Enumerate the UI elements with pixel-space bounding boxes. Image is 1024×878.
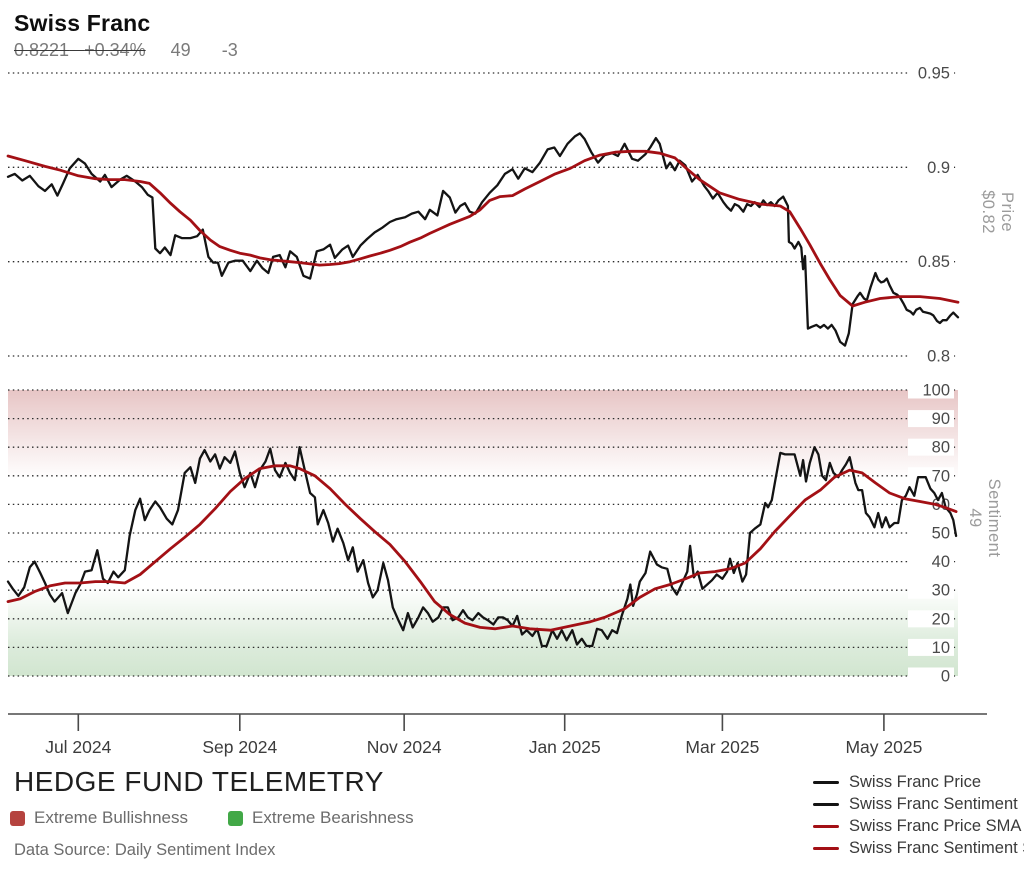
band-legend-item: Extreme Bullishness bbox=[10, 808, 188, 828]
series-legend-label: Swiss Franc Price bbox=[849, 772, 982, 791]
y-tick-mask bbox=[908, 610, 954, 628]
y-tick-mask bbox=[908, 347, 954, 365]
data-series bbox=[6, 132, 960, 648]
brand-title: HEDGE FUND TELEMETRY bbox=[14, 766, 384, 797]
swiss-franc-price-line bbox=[6, 132, 960, 347]
y-tick-mask bbox=[908, 64, 954, 82]
series-legend-row: Swiss Franc Sentiment SMA bbox=[813, 837, 1024, 859]
y-tick-mask bbox=[908, 253, 954, 271]
y-tick-mask bbox=[908, 381, 954, 399]
series-legend-row: Swiss Franc Sentiment bbox=[813, 793, 1024, 815]
data-source-note: Data Source: Daily Sentiment Index bbox=[14, 841, 276, 859]
page-title: Swiss Franc bbox=[14, 10, 151, 36]
y-tick-label: 100 bbox=[922, 382, 950, 400]
y-tick-mask bbox=[908, 438, 954, 456]
legend-square-icon bbox=[228, 810, 244, 826]
band-legend-label: Extreme Bearishness bbox=[252, 808, 414, 827]
legend-square-icon bbox=[10, 810, 25, 826]
y-tick-label: 20 bbox=[932, 610, 950, 628]
series-legend-label: Swiss Franc Price SMA bbox=[849, 816, 1022, 835]
series-legend-label: Swiss Franc Sentiment SMA bbox=[849, 838, 1024, 857]
y-tick-label: 30 bbox=[932, 582, 950, 600]
x-tick-label: Jan 2025 bbox=[529, 737, 601, 757]
band-legend: Extreme Bullishness Extreme Bearishness bbox=[10, 808, 414, 828]
y-tick-label: 40 bbox=[932, 553, 950, 571]
y-tick-mask bbox=[908, 158, 954, 176]
chart-header: Swiss Franc 0.8221 +0.34% 49 -3 bbox=[14, 10, 238, 61]
y-tick-label: 0.85 bbox=[918, 253, 950, 271]
price-axis-side-label: Price$0.82 bbox=[979, 190, 1016, 234]
y-tick-mask bbox=[908, 638, 954, 656]
y-tick-mask bbox=[908, 667, 954, 685]
y-tick-label: 80 bbox=[932, 439, 950, 457]
y-tick-label: 90 bbox=[932, 410, 950, 428]
band-bullish bbox=[8, 390, 958, 479]
y-tick-mask bbox=[908, 467, 954, 485]
series-legend-label: Swiss Franc Sentiment bbox=[849, 794, 1018, 813]
sentiment-bands bbox=[8, 390, 958, 676]
x-tick-label: Nov 2024 bbox=[367, 737, 442, 757]
series-legend-row: Swiss Franc Price SMA bbox=[813, 815, 1024, 837]
y-tick-label: 0.9 bbox=[927, 159, 950, 177]
price-value: 0.8221 bbox=[14, 40, 70, 60]
x-tick-label: Sep 2024 bbox=[202, 737, 277, 757]
y-tick-label: 70 bbox=[932, 467, 950, 485]
series-legend: Swiss Franc Price Swiss Franc Sentiment Sw… bbox=[813, 771, 1024, 859]
swiss-franc-price-sma-line bbox=[6, 149, 960, 308]
band-legend-item: Extreme Bearishness bbox=[228, 808, 414, 828]
swiss-franc-sentiment-sma-line bbox=[6, 464, 958, 632]
band-legend-label: Extreme Bullishness bbox=[34, 808, 189, 827]
swiss-franc-sentiment-line bbox=[6, 446, 958, 648]
legend-line-icon bbox=[813, 846, 839, 850]
y-tick-mask bbox=[908, 410, 954, 428]
sentiment-change: -3 bbox=[221, 40, 238, 60]
ticker-line: 0.8221 +0.34% 49 -3 bbox=[14, 40, 238, 61]
y-tick-label: 10 bbox=[932, 639, 950, 657]
legend-line-icon bbox=[813, 802, 839, 806]
struck-values: 0.8221 +0.34% bbox=[14, 40, 146, 60]
x-tick-label: Mar 2025 bbox=[685, 737, 759, 757]
x-tick-label: Jul 2024 bbox=[45, 737, 111, 757]
legend-line-icon bbox=[813, 780, 839, 784]
y-tick-label: 0.95 bbox=[918, 65, 950, 83]
x-axis-ticks: Jul 2024 Sep 2024 Nov 2024 Jan 2025 Mar 2025… bbox=[45, 714, 922, 757]
y-tick-mask bbox=[908, 553, 954, 571]
sentiment-axis-side-label: Sentiment49 bbox=[966, 479, 1003, 558]
sentiment-value: 49 bbox=[170, 40, 191, 60]
y-tick-mask bbox=[908, 524, 954, 542]
series-legend-row: Swiss Franc Price bbox=[813, 771, 1024, 793]
y-tick-label: 50 bbox=[932, 525, 950, 543]
y-tick-label: 0.8 bbox=[927, 348, 950, 366]
x-tick-label: May 2025 bbox=[845, 737, 922, 757]
price-change: +0.34% bbox=[84, 40, 146, 60]
y-tick-mask bbox=[908, 581, 954, 599]
gridlines bbox=[8, 72, 958, 677]
legend-line-icon bbox=[813, 824, 839, 828]
band-bearish bbox=[8, 587, 958, 676]
y-tick-label: 0 bbox=[941, 668, 950, 686]
